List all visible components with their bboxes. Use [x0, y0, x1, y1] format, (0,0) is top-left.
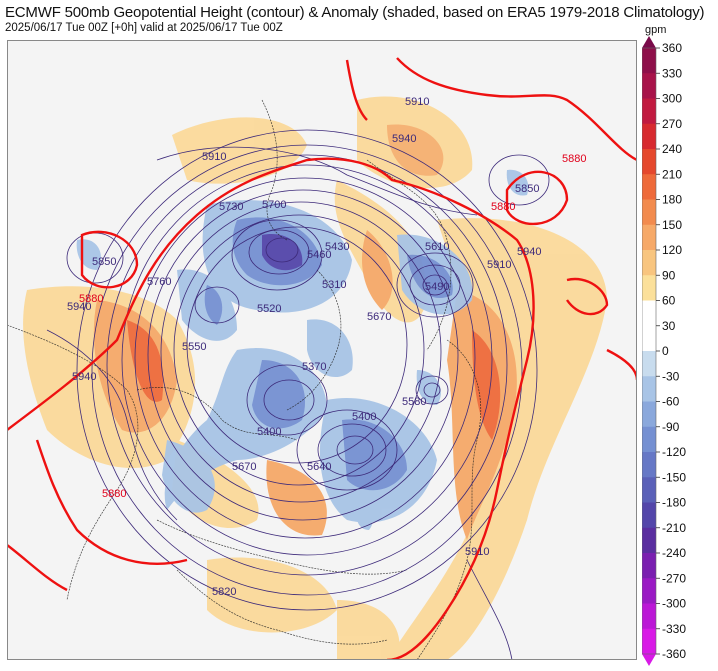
colorbar-tick-label: -300	[662, 597, 686, 611]
contour-label: 5670	[232, 461, 256, 473]
colorbar-arrow-top	[642, 36, 656, 48]
colorbar-tick-label: -210	[662, 521, 686, 535]
contour-label: 5460	[307, 249, 331, 261]
colorbar-swatch	[642, 477, 656, 503]
colorbar-tick-label: 150	[662, 218, 682, 232]
contour-label: 5400	[352, 411, 376, 423]
contour-label: 5400	[257, 426, 281, 438]
colorbar-tick-label: 270	[662, 117, 682, 131]
contour-label: 5910	[405, 96, 429, 108]
colorbar-swatch	[642, 149, 656, 175]
colorbar-swatch	[642, 224, 656, 251]
colorbar-swatch	[642, 452, 656, 478]
colorbar-swatch	[642, 325, 656, 352]
colorbar-swatch	[642, 48, 656, 74]
contour-label: 5850	[515, 183, 539, 195]
colorbar-swatch	[642, 73, 656, 99]
colorbar-tick-label: 90	[662, 268, 676, 282]
colorbar-swatch	[642, 275, 656, 301]
contour-label: 5760	[147, 276, 171, 288]
colorbar-swatches	[642, 36, 657, 666]
colorbar-tick-label: -360	[662, 647, 686, 661]
positive-anomaly-shading	[23, 96, 607, 660]
colorbar-tick-label: 180	[662, 193, 682, 207]
colorbar-swatch	[642, 603, 656, 630]
contour-label: 5910	[487, 259, 511, 271]
colorbar-tick-label: -30	[662, 369, 680, 383]
colorbar-unit: gpm	[645, 24, 667, 36]
colorbar-tick-label: 30	[662, 319, 676, 333]
contour-label: 5940	[392, 133, 416, 145]
contour-label: 5490	[425, 281, 449, 293]
colorbar-swatch	[642, 628, 656, 655]
contour-5880	[7, 57, 637, 660]
colorbar-tick-label: 240	[662, 142, 682, 156]
colorbar-swatch	[642, 376, 656, 402]
colorbar-tick-label: -180	[662, 496, 686, 510]
colorbar-swatch	[642, 426, 656, 453]
contour-label: 5910	[202, 151, 226, 163]
contour-label: 5940	[517, 246, 541, 258]
contour-label: 5370	[302, 361, 326, 373]
contour-label: 5640	[307, 461, 331, 473]
colorbar-tick-label: 330	[662, 66, 682, 80]
colorbar-tick-label: -120	[662, 445, 686, 459]
colorbar-tick-label: 210	[662, 167, 682, 181]
colorbar-ticks: 3603303002702402101801501209060300-30-60…	[656, 41, 686, 661]
polar-map: 5910 5940 5910 5730 5700 5610 5490 5520 …	[7, 40, 637, 660]
colorbar-swatch	[642, 553, 656, 579]
colorbar-tick-label: -270	[662, 571, 686, 585]
contour-label: 5550	[182, 341, 206, 353]
contour-label: 5910	[465, 546, 489, 558]
colorbar-tick-label: 0	[662, 344, 669, 358]
contour-label-5880: 5880	[491, 201, 515, 213]
contour-labels: 5910 5940 5910 5730 5700 5610 5490 5520 …	[67, 96, 586, 598]
colorbar-tick-label: 300	[662, 92, 682, 106]
colorbar: 3603303002702402101801501209060300-30-60…	[642, 36, 686, 666]
colorbar-tick-label: 120	[662, 243, 682, 257]
colorbar-swatch	[642, 174, 656, 200]
colorbar-swatch	[642, 351, 656, 377]
colorbar-swatch	[642, 300, 656, 327]
colorbar-swatch	[642, 98, 656, 125]
contour-label: 5820	[212, 586, 236, 598]
contour-label-5880: 5880	[562, 153, 586, 165]
contour-label: 5520	[257, 303, 281, 315]
colorbar-tick-label: 360	[662, 41, 682, 55]
colorbar-tick-label: 60	[662, 294, 676, 308]
colorbar-arrow-bottom	[642, 654, 656, 666]
contour-label: 5940	[67, 301, 91, 313]
colorbar-swatch	[642, 578, 656, 604]
contour-label: 5610	[425, 241, 449, 253]
contour-label-5880: 5880	[79, 293, 103, 305]
contour-label: 5310	[322, 279, 346, 291]
contour-label: 5940	[72, 371, 96, 383]
contour-label: 5670	[367, 311, 391, 323]
colorbar-swatch	[642, 250, 656, 276]
colorbar-tick-label: -240	[662, 546, 686, 560]
contour-label: 5730	[219, 201, 243, 213]
contour-label: 5850	[92, 256, 116, 268]
height-contours	[46, 129, 550, 660]
colorbar-tick-label: -60	[662, 395, 680, 409]
colorbar-swatch	[642, 502, 656, 529]
colorbar-swatch	[642, 401, 656, 428]
contour-label: 5580	[402, 396, 426, 408]
colorbar-swatch	[642, 123, 656, 150]
colorbar-tick-label: -330	[662, 622, 686, 636]
contour-label-5880: 5880	[102, 488, 126, 500]
map-subtitle: 2025/06/17 Tue 00Z [+0h] valid at 2025/0…	[5, 22, 283, 34]
colorbar-tick-label: -150	[662, 470, 686, 484]
contour-label: 5700	[262, 199, 286, 211]
colorbar-tick-label: -90	[662, 420, 680, 434]
map-title: ECMWF 500mb Geopotential Height (contour…	[5, 4, 705, 21]
contour-label: 5430	[325, 241, 349, 253]
colorbar-swatch	[642, 527, 656, 554]
colorbar-swatch	[642, 199, 656, 226]
